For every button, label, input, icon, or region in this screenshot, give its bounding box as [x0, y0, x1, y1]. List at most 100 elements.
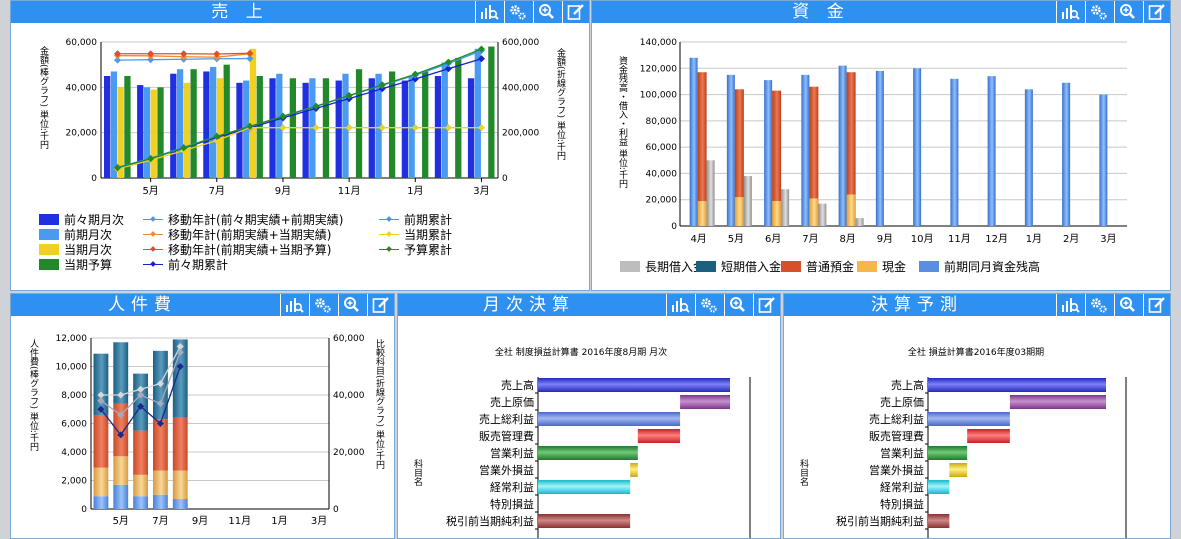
- funds-bar: [772, 201, 782, 226]
- personnel-bar-segment: [113, 403, 129, 457]
- forecast-panel-header: 決算予測: [784, 294, 1170, 316]
- funds-x-tick: 11月: [948, 233, 971, 245]
- sales-legend-swatch: [379, 229, 399, 240]
- funds-chart-analysis-button[interactable]: [1056, 1, 1083, 23]
- personnel-y-tick: 8,000: [61, 391, 87, 401]
- forecast-chart-analysis-button[interactable]: [1056, 294, 1083, 316]
- sales-x-tick: 7月: [209, 185, 225, 197]
- forecast-edit-button[interactable]: [1143, 294, 1170, 316]
- waterfall-category-label: 営業外損益: [869, 463, 924, 477]
- funds-x-tick: 2月: [1063, 233, 1079, 245]
- sales-bar: [474, 48, 481, 178]
- monthly-settings-gear-button[interactable]: [695, 294, 722, 316]
- funds-legend-item: 普通預金: [781, 260, 854, 275]
- sales-chart-analysis-button[interactable]: [475, 1, 502, 23]
- sales-legend-swatch: [143, 244, 163, 255]
- edit-icon: [566, 3, 586, 21]
- sales-point: [444, 58, 452, 66]
- sales-bar: [276, 73, 283, 178]
- zoom-icon: [342, 296, 362, 314]
- sales-edit-button[interactable]: [562, 1, 589, 23]
- funds-legend-label: 前期同月資金残高: [944, 260, 1041, 274]
- funds-bar: [875, 70, 884, 226]
- funds-x-tick: 12月: [985, 233, 1008, 245]
- personnel-bar-segment: [113, 342, 129, 404]
- waterfall-bar: [630, 463, 638, 477]
- waterfall-bar: [928, 412, 1010, 426]
- forecast-zoom-button[interactable]: [1114, 294, 1141, 316]
- funds-x-tick: 6月: [765, 233, 781, 245]
- chart-analysis-icon: [1060, 3, 1080, 21]
- personnel-settings-gear-button[interactable]: [309, 294, 336, 316]
- funds-legend-label: 短期借入金: [721, 260, 782, 274]
- funds-bar: [697, 201, 707, 226]
- personnel-y-tick: 4,000: [61, 448, 87, 458]
- sales-legend-item: 前々期月次: [39, 213, 124, 228]
- personnel-bar-segment: [133, 373, 148, 431]
- sales-legend-item: 予算累計: [379, 243, 452, 258]
- sales-point: [444, 124, 452, 132]
- sales-bar: [124, 76, 131, 178]
- sales-point: [213, 50, 221, 58]
- waterfall-category-label: 税引前当期純利益: [446, 514, 534, 528]
- funds-legend-swatch: [781, 261, 801, 272]
- sales-point: [477, 45, 485, 53]
- funds-zoom-button[interactable]: [1114, 1, 1141, 23]
- sales-line: [117, 48, 482, 169]
- sales-legend-label: 移動年計(前期実績+当期実績): [168, 228, 332, 242]
- sales-line: [117, 127, 482, 170]
- funds-bar: [697, 72, 707, 226]
- sales-chart: 0 20,000 40,000 60,000 0 200,000 400,000 600,00…: [66, 38, 540, 197]
- sales-legend-marker: [150, 231, 156, 237]
- monthly-edit-button[interactable]: [753, 294, 780, 316]
- funds-bar: [706, 160, 715, 226]
- sales-panel-title: 売 上: [211, 2, 269, 22]
- settings-gear-icon: [699, 296, 719, 314]
- sales-point: [312, 102, 320, 110]
- waterfall-bar: [538, 412, 681, 426]
- sales-legend-marker: [150, 216, 156, 222]
- funds-edit-button[interactable]: [1143, 1, 1170, 23]
- personnel-chart-analysis-button[interactable]: [280, 294, 307, 316]
- funds-panel-title: 資 金: [792, 2, 850, 22]
- funds-x-tick: 8月: [839, 233, 855, 245]
- funds-y-tick: 40,000: [646, 169, 678, 179]
- funds-legend-swatch: [919, 261, 939, 272]
- waterfall-category-label: 営業利益: [880, 446, 924, 460]
- sales-legend-swatch: [39, 214, 59, 225]
- forecast-chart: 全社 損益計算書2016年度03期期売上高売上原価売上総利益販売管理費営業利益営…: [836, 346, 1127, 538]
- sales-legend-item: 当期累計: [379, 228, 452, 243]
- sales-legend-label: 当期予算: [64, 258, 113, 272]
- forecast-settings-gear-button[interactable]: [1085, 294, 1112, 316]
- sales-bar: [216, 78, 224, 178]
- sales-point: [477, 124, 485, 132]
- waterfall-category-label: 売上原価: [490, 396, 534, 409]
- sales-x-tick: 5月: [142, 185, 158, 197]
- sales-legend: 前々期月次 前期月次 当期月次 当期予算 移動年計(前々期実績+前期実績) 移動年計(前期…: [39, 213, 589, 287]
- zoom-icon: [1118, 3, 1138, 21]
- edit-icon: [1147, 296, 1167, 314]
- sales-panel-header: 売 上: [11, 1, 589, 23]
- monthly-zoom-button[interactable]: [724, 294, 751, 316]
- sales-settings-gear-button[interactable]: [504, 1, 531, 23]
- funds-panel: 資 金 0 20,000 40,000 60,000 80,000 100,000 120,…: [591, 0, 1171, 291]
- sales-point: [444, 65, 452, 73]
- monthly-chart-analysis-button[interactable]: [666, 294, 693, 316]
- sales-bar: [441, 62, 448, 178]
- funds-bar: [855, 218, 864, 226]
- waterfall-category-label: 売上総利益: [479, 412, 534, 426]
- funds-bar: [987, 76, 996, 226]
- funds-settings-gear-button[interactable]: [1085, 1, 1112, 23]
- sales-x-tick: 1月: [407, 185, 423, 197]
- funds-y-tick: 20,000: [646, 196, 678, 206]
- sales-legend-swatch: [143, 214, 163, 225]
- personnel-panel: 人件費 0 2,000 4,000 6,000 8,000 10,000 12,000 0 20…: [10, 293, 395, 539]
- personnel-zoom-button[interactable]: [338, 294, 365, 316]
- sales-x-tick: 11月: [338, 185, 361, 197]
- edit-icon: [1147, 3, 1167, 21]
- personnel-edit-button[interactable]: [367, 294, 394, 316]
- personnel-point: [117, 391, 125, 399]
- settings-gear-icon: [508, 3, 528, 21]
- sales-zoom-button[interactable]: [533, 1, 560, 23]
- funds-x-tick: 4月: [690, 233, 706, 245]
